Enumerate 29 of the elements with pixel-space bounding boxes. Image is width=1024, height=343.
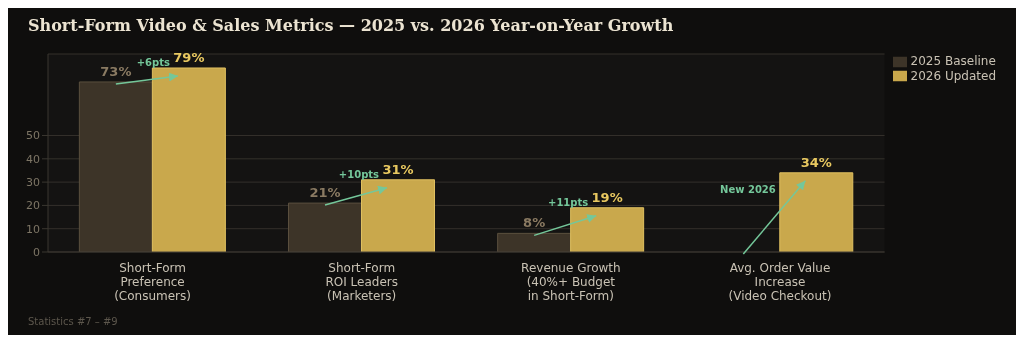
bar xyxy=(570,207,645,252)
data-label: 79% xyxy=(173,49,205,65)
data-label: 31% xyxy=(382,161,414,177)
y-tick-label: 20 xyxy=(26,199,40,213)
annotation: +10pts xyxy=(338,168,380,180)
text: Statistics #7 – #9 xyxy=(27,316,119,327)
annotation: New 2026 xyxy=(720,183,776,195)
data-label: 8% xyxy=(523,215,546,231)
y-tick-label: 0 xyxy=(33,245,40,259)
bar xyxy=(779,172,854,252)
legend-label: 2025 Baseline xyxy=(910,54,996,68)
y-tick-label: 50 xyxy=(26,129,40,143)
annotation: +11pts xyxy=(548,196,589,208)
y-tick-label: 40 xyxy=(26,152,40,166)
x-tick-label: Short-Form ROI Leaders (Marketers) xyxy=(325,261,398,303)
bar xyxy=(361,179,436,252)
y-tick-label: 30 xyxy=(26,176,40,190)
data-label: 73% xyxy=(100,63,132,79)
x-tick-label: Short-Form Preference (Consumers) xyxy=(114,261,191,303)
data-label: 34% xyxy=(800,154,832,170)
x-tick-label: Avg. Order Value Increase (Video Checkout) xyxy=(728,261,832,303)
data-label: 21% xyxy=(309,185,341,201)
chart-title: Short-Form Video & Sales Metrics — 2025 vs. 2026 Year-on-Year Growth xyxy=(27,15,675,37)
x-tick-label: Revenue Growth (40%+ Budget in Short-Form) xyxy=(521,261,621,303)
y-tick-label: 10 xyxy=(26,222,40,236)
bar xyxy=(151,67,226,252)
legend-label: 2026 Updated xyxy=(910,68,996,83)
data-label: 19% xyxy=(591,189,623,205)
annotation: +6pts xyxy=(136,56,170,68)
